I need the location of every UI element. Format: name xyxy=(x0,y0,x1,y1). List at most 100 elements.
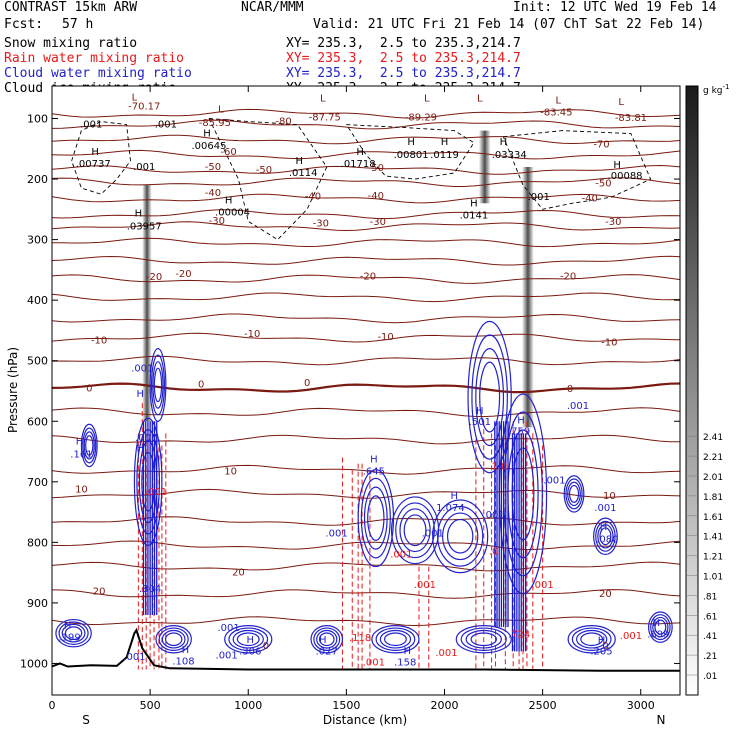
cloud-water-label: .108 xyxy=(172,657,194,668)
temperature-label: -60 xyxy=(220,147,236,158)
cloud-ice-label: H xyxy=(500,137,508,148)
cloud-water-contour xyxy=(597,524,614,549)
x-tick-label: 3000 xyxy=(627,699,655,712)
temperature-label: 20 xyxy=(93,586,106,597)
cloud-water-contour xyxy=(471,334,508,460)
temperature-label: -20 xyxy=(175,269,191,280)
colorbar-tick-label: .61 xyxy=(703,612,717,622)
cloud-water-contour xyxy=(467,320,512,474)
snow-plume xyxy=(478,130,491,204)
cloud-ice-label: .03334 xyxy=(492,150,527,161)
y-tick-label: 400 xyxy=(27,294,48,307)
temperature-label: -50 xyxy=(256,165,272,176)
cloud-water-contour xyxy=(565,478,583,510)
cloud-water-contour xyxy=(228,627,269,652)
cloud-ice-label: .00088 xyxy=(608,171,643,182)
cloud-water-label: .645 xyxy=(363,467,385,478)
cloud-water-contour xyxy=(470,632,497,647)
cloud-water-contour xyxy=(371,625,420,654)
model-title: CONTRAST 15km ARW xyxy=(4,0,138,15)
temperature-label: -40 xyxy=(305,192,321,203)
cloud-ice-label: .00645 xyxy=(192,141,227,152)
y-tick-label: 800 xyxy=(27,536,48,549)
forecast-label: Fcst: xyxy=(4,17,44,32)
field-snow-xy: XY= 235.3, 2.5 to 235.3,214.7 xyxy=(286,36,521,51)
temperature-label: 10 xyxy=(224,467,237,478)
north-label: N xyxy=(657,713,666,727)
cloud-water-contour xyxy=(55,618,92,648)
cloud-water-contour xyxy=(318,632,335,647)
low-marker: L xyxy=(320,94,326,105)
colorbar xyxy=(685,85,699,696)
cloud-water-label: .501 xyxy=(469,417,491,428)
cloud-water-label: .158 xyxy=(394,657,416,668)
temperature-label: -10 xyxy=(91,336,107,347)
cloud-ice-label: .001 xyxy=(133,162,155,173)
cloud-ice-label: H xyxy=(613,160,621,171)
cloud-water-contour xyxy=(58,621,89,645)
temperature-label: -20 xyxy=(360,272,376,283)
isotherm xyxy=(52,134,680,145)
cloud-water-contour xyxy=(460,627,507,652)
colorbar-tick-label: 2.01 xyxy=(703,473,723,483)
cloud-water-contours xyxy=(55,320,673,654)
cloud-ice-label: .01718 xyxy=(341,159,376,170)
cloud-water-label: .027 xyxy=(316,646,338,657)
temperature-label: -40 xyxy=(205,188,221,199)
isotherm xyxy=(52,616,680,627)
cloud-water-contour xyxy=(567,625,616,654)
isotherm xyxy=(52,164,680,175)
isotherm xyxy=(52,313,680,324)
cloud-water-contour xyxy=(442,512,479,561)
snow-shading xyxy=(142,130,534,428)
temperature-label: -50 xyxy=(205,162,221,173)
cloud-water-label: H xyxy=(600,522,608,533)
cloud-water-contour xyxy=(455,625,512,654)
cloud-water-contour xyxy=(64,626,83,641)
cloud-water-contour xyxy=(313,627,341,652)
cloud-ice-contour xyxy=(346,124,475,180)
isotherm xyxy=(52,274,680,284)
temperature-label: -10 xyxy=(377,332,393,343)
cloud-water-contour xyxy=(61,623,86,643)
temperature-label: -40 xyxy=(582,193,598,204)
field-cloudwater-xy: XY= 235.3, 2.5 to 235.3,214.7 xyxy=(286,66,521,81)
cloud-ice-label: .001 xyxy=(80,120,102,131)
isotherm xyxy=(52,255,680,266)
cloud-water-label: H xyxy=(137,444,145,455)
colorbar-tick-label: .21 xyxy=(703,652,717,662)
cloud-water-label: 1.074 xyxy=(436,503,465,514)
y-tick-label: 200 xyxy=(27,173,48,186)
cloud-water-contour xyxy=(316,629,338,649)
cloud-water-contour xyxy=(595,520,616,552)
cloud-water-label: H xyxy=(76,436,84,447)
isotherm xyxy=(52,221,680,232)
temperature-label: -70 xyxy=(593,140,609,151)
x-axis-title: Distance (km) xyxy=(323,713,407,727)
valid-time: Valid: 21 UTC Fri 21 Feb 14 (07 ChT Sat … xyxy=(313,17,705,32)
cloud-water-contour xyxy=(375,627,416,652)
cloud-water-label: .001 xyxy=(217,623,239,634)
cloud-water-contour xyxy=(150,354,166,416)
temperature-label: 0 xyxy=(86,384,92,395)
cloud-ice-label: H xyxy=(225,195,233,206)
cloud-water-contour xyxy=(465,629,502,649)
cloud-water-label: .759 xyxy=(508,427,530,438)
temperature-label: 20 xyxy=(599,589,612,600)
y-axis-title: Pressure (hPa) xyxy=(6,347,20,433)
colorbar-tick-label: 1.61 xyxy=(703,513,723,523)
cloud-ice-label: .03957 xyxy=(127,221,162,232)
colorbar-tick-label: .41 xyxy=(703,632,717,642)
x-tick-label: 0 xyxy=(49,699,56,712)
organization: NCAR/MMM xyxy=(241,0,304,15)
colorbar-tick-label: 1.41 xyxy=(703,533,723,543)
cloud-water-label: .001 xyxy=(482,510,504,521)
isotherm xyxy=(52,292,680,303)
cloud-water-label: .080 xyxy=(596,534,618,545)
axes: 0 500 1000 1500 2000 2500 30001002003004005006… xyxy=(20,86,680,712)
isotherm xyxy=(52,108,680,119)
cloud-ice-contours xyxy=(71,118,652,241)
cloud-water-contour xyxy=(654,619,667,635)
isotherm xyxy=(52,382,680,394)
cloud-water-contour xyxy=(152,361,164,409)
